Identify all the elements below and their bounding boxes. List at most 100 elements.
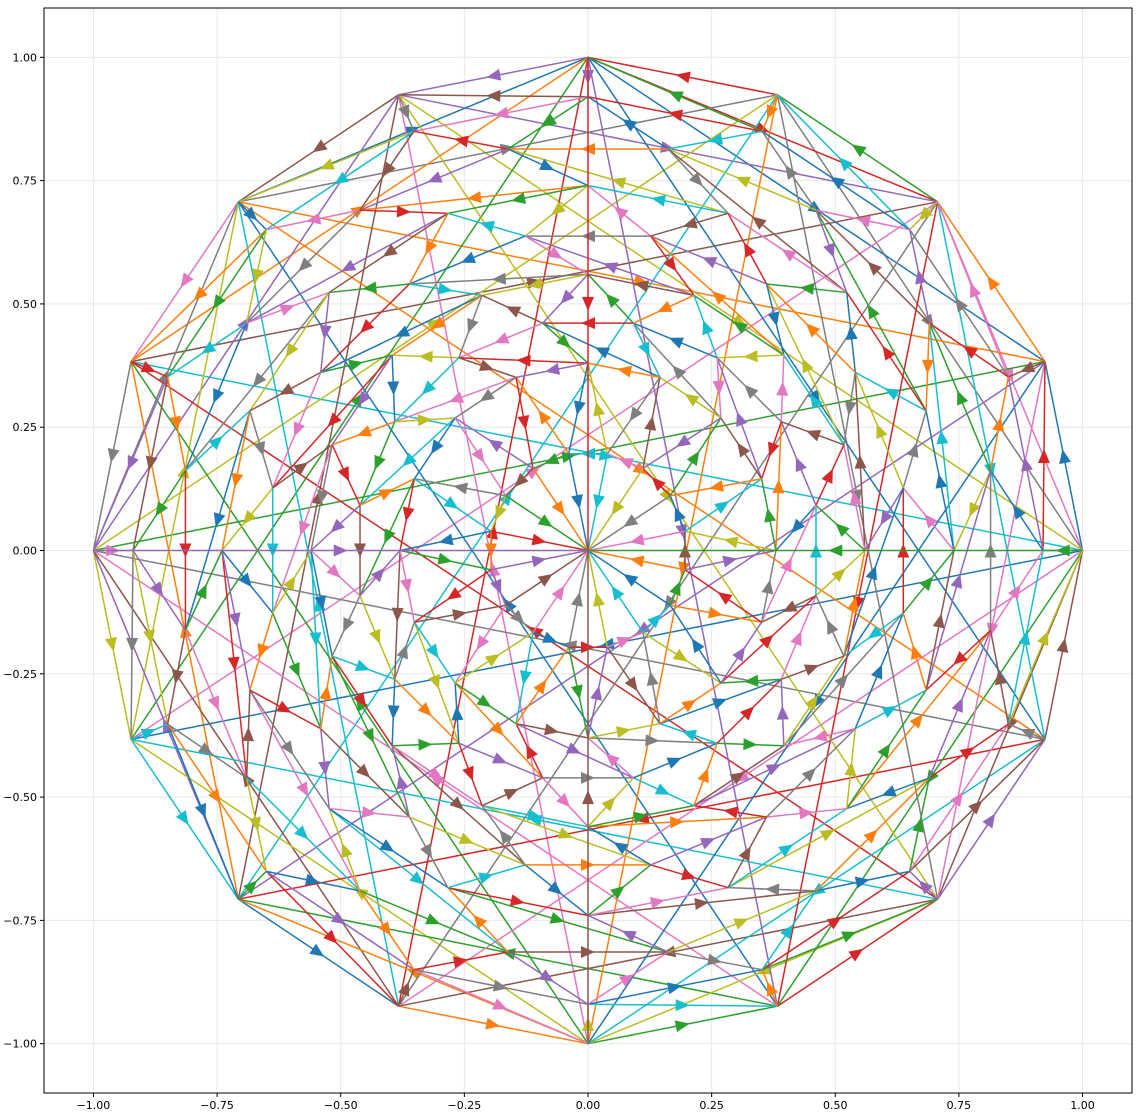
y-tick-label: 0.50 [13,298,38,311]
edge-arrowhead [835,523,850,538]
edge-arrowhead [761,579,774,595]
edge-arrowhead [877,743,891,759]
edge-arrowhead [537,514,553,527]
edge-arrowhead [484,653,500,667]
edge-arrowhead [343,617,355,633]
edge-arrowhead [876,423,888,439]
edge-arrowhead [667,982,682,995]
edge-arrowhead [396,644,408,660]
edge-arrows [92,56,1084,1045]
y-tick-label: −0.25 [3,668,37,681]
edge-arrowhead [531,555,547,568]
edge-arrowhead [360,318,375,334]
edge-arrowhead [491,752,508,764]
edge-arrowhead [354,659,371,671]
edge-arrowhead [950,791,963,807]
edge-arrowhead [593,401,605,417]
edge-arrowhead [590,685,603,701]
x-tick-label: 0.50 [823,1099,848,1112]
edge-arrowhead [490,578,502,594]
edge-arrowhead [672,365,687,380]
edge-arrowhead [629,555,645,568]
edge-arrowhead [145,455,158,471]
edge-arrowhead [421,380,436,395]
edge-arrowhead [735,176,751,188]
edge-arrowhead [632,461,648,475]
edge-arrowhead [668,337,685,349]
edge-arrowhead [104,636,117,652]
edge-arrowhead [431,316,447,330]
y-tick-label: 0.75 [13,175,38,188]
edge-arrowhead [107,448,120,463]
edge-arrowhead [243,880,258,895]
edge-arrowhead [863,829,878,844]
y-tick-label: −0.75 [3,914,37,927]
edge-arrowhead [681,730,698,742]
edge-arrowhead [605,293,620,308]
edge-arrowhead [717,592,733,605]
edge-arrowhead [881,706,897,718]
edge-arrowhead [712,380,725,395]
edge-arrowhead [460,251,477,263]
edge-arrowhead [312,139,328,153]
edge-arrowhead [1012,504,1026,520]
edge-arrowhead [556,793,571,808]
edge-arrowhead [651,477,666,492]
edge-arrowhead [293,421,305,437]
edge-arrowhead [458,832,474,844]
edge-arrowhead [684,393,700,407]
edge-arrowhead [494,332,510,344]
edge-arrowhead [213,512,226,528]
edge-arrowhead [669,581,681,597]
edge-arrowhead [430,439,444,455]
edge-arrowhead [358,390,372,406]
edge-arrowhead [533,679,547,695]
edge-arrowhead [664,594,677,610]
edge-arrowhead [812,729,828,742]
edge-arrowhead [781,249,797,262]
edge-arrowhead [611,177,627,189]
edge-arrowhead [396,774,409,790]
edge-arrowhead [356,425,373,437]
edge-arrowhead [369,628,381,644]
edge-arrowhead [491,272,507,285]
edge-arrowhead [740,706,755,721]
edge-arrowhead [556,333,571,348]
edge-arrowhead [651,194,667,207]
edge-arrowhead [195,584,207,600]
edge-arrowhead [425,913,441,925]
edge-arrowhead [919,576,934,591]
edge-arrowhead [617,365,632,378]
edge-arrowhead [341,259,357,272]
edge-arrowhead [736,411,748,427]
edge-arrowhead [613,206,629,220]
edge-arrowhead [593,592,605,607]
edge-arrowhead [387,705,400,720]
edge-arrowhead [194,802,206,819]
edge-arrowhead [767,311,780,327]
edge-arrowhead [623,574,639,587]
edge-arrowhead [707,953,722,966]
edge-arrowhead [1059,449,1072,465]
edge-arrowhead [959,747,975,760]
edge-arrowhead [676,434,692,448]
edge-arrowhead [279,383,295,395]
edge-arrowhead [766,104,779,120]
edge-arrowhead [511,192,527,204]
edge-arrowhead [632,811,648,824]
edge-arrowhead [476,694,492,708]
edge-arrowhead [953,651,968,666]
edge-arrowhead [467,191,482,204]
edge-arrowhead [594,347,611,359]
edge-arrowhead [826,619,839,635]
edge-arrowhead [910,644,923,661]
edge-arrowhead [428,674,440,690]
edge-arrowhead [531,533,547,546]
edge-arrowhead [319,685,332,701]
edge-arrowhead [539,158,555,171]
edge-arrowhead [503,788,519,801]
edge-arrowhead [337,466,350,482]
edge-arrowhead [624,676,638,692]
edge-arrowhead [611,585,625,601]
edge-arrowhead [738,846,751,862]
